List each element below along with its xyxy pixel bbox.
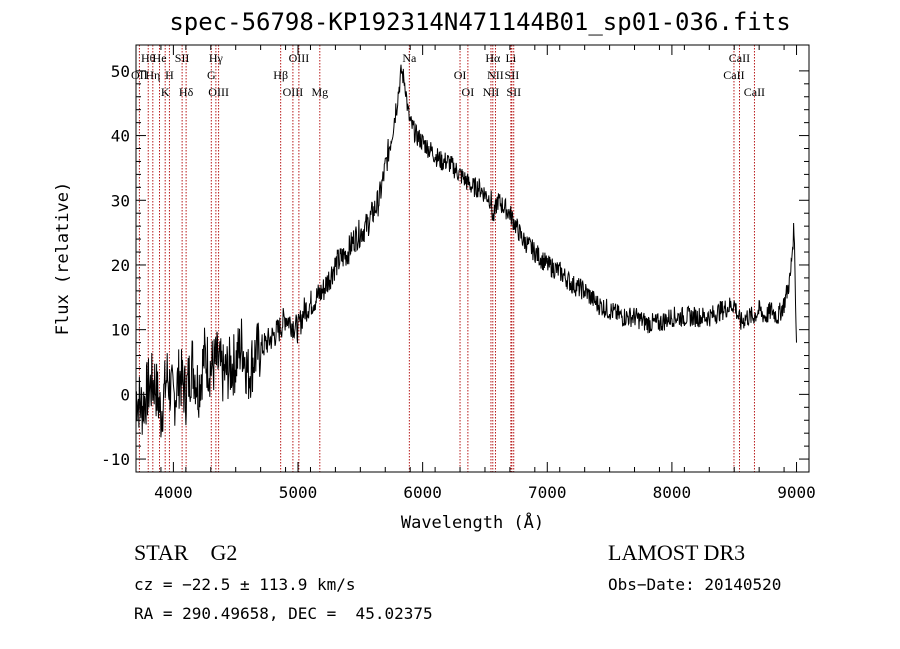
y-tick-label: -10 <box>101 450 130 469</box>
spectral-line-label: Hη <box>145 68 160 82</box>
y-tick-label: 0 <box>120 385 130 404</box>
spectral-line-label: G <box>207 68 216 82</box>
spectral-lines-layer <box>138 45 755 472</box>
spectral-line-label: SII <box>505 68 520 82</box>
series-layer <box>135 64 797 438</box>
spectral-line-label: CaII <box>729 51 750 65</box>
y-tick-label: 10 <box>111 321 130 340</box>
spectral-line-label: OIII <box>289 51 310 65</box>
spectral-line-label: K <box>161 85 170 99</box>
x-tick-label: 6000 <box>403 483 442 502</box>
spectral-line-label: Na <box>402 51 417 65</box>
y-tick-label: 50 <box>111 62 130 81</box>
object-class: STAR G2 <box>134 540 238 565</box>
survey-name: LAMOST DR3 <box>608 540 746 565</box>
y-tick-label: 30 <box>111 191 130 210</box>
y-tick-label: 40 <box>111 127 130 146</box>
x-tick-label: 8000 <box>653 483 692 502</box>
axis-ticks-layer: 4000 5000 6000 7000 8000 9000 -10 0 10 20 30 40 50 <box>101 45 816 502</box>
spectral-line-label: OI <box>454 68 467 82</box>
chart-title: spec-56798-KP192314N471144B01_sp01-036.f… <box>169 8 791 36</box>
spectral-line-label: OIII <box>283 85 304 99</box>
spectral-line-label: Hθ <box>141 51 156 65</box>
spectral-line-label: Hδ <box>179 85 194 99</box>
spectral-line-label: NII <box>487 68 504 82</box>
coordinates: RA = 290.49658, DEC = 45.02375 <box>134 604 433 623</box>
spectral-line-label: Hα <box>485 51 501 65</box>
spectral-line-label: NII <box>483 85 500 99</box>
spectral-line-label: CaII <box>723 68 744 82</box>
spectral-line-label: OIII <box>208 85 229 99</box>
x-tick-label: 9000 <box>777 483 816 502</box>
redshift-velocity: cz = −22.5 ± 113.9 km/s <box>134 575 356 594</box>
spectral-line-label: OI <box>462 85 475 99</box>
y-tick-label: 20 <box>111 256 130 275</box>
spectral-line-label: Hβ <box>273 68 288 82</box>
spectral-line-label: SII <box>175 51 190 65</box>
spectral-line-label: OII <box>131 68 148 82</box>
spectral-line-label: Mg <box>311 85 328 99</box>
plot-frame <box>135 44 810 473</box>
spectral-line-label: He <box>153 51 167 65</box>
x-tick-label: 5000 <box>279 483 318 502</box>
flux-series-line <box>135 64 797 438</box>
spectral-line-label: SII <box>506 85 521 99</box>
y-axis-label: Flux (relative) <box>53 182 73 336</box>
observation-date: Obs−Date: 20140520 <box>608 575 782 594</box>
spectral-line-label: Li <box>506 51 517 65</box>
x-tick-label: 4000 <box>154 483 193 502</box>
spectral-line-label: CaII <box>744 85 765 99</box>
x-axis-label: Wavelength (Å) <box>401 511 544 533</box>
spectral-line-label: H <box>165 68 174 82</box>
spectral-line-label: Hγ <box>209 51 224 65</box>
x-tick-label: 7000 <box>528 483 567 502</box>
spectral-labels-layer: HθOIIKHeHηHδSIIHOIIIHγGOIIIOIIIHβMgNaOIO… <box>131 51 765 99</box>
